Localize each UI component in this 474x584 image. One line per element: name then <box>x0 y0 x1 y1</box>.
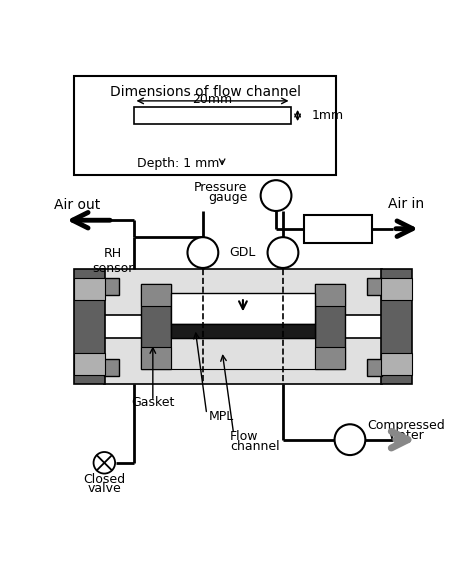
Text: Air out: Air out <box>54 198 100 212</box>
Text: MPL: MPL <box>208 410 234 423</box>
Circle shape <box>335 425 365 455</box>
Circle shape <box>261 180 292 211</box>
Text: 20mm: 20mm <box>192 93 233 106</box>
Bar <box>141 284 171 369</box>
Bar <box>171 338 315 369</box>
Text: valve: valve <box>87 482 121 495</box>
Bar <box>304 215 372 242</box>
Circle shape <box>267 237 298 268</box>
Bar <box>315 284 345 305</box>
Text: Depth: 1 mm: Depth: 1 mm <box>137 157 220 170</box>
Text: water: water <box>388 429 424 442</box>
Bar <box>103 278 119 295</box>
Text: Compressed: Compressed <box>367 419 445 432</box>
Bar <box>381 269 411 384</box>
Text: 1mm: 1mm <box>311 109 344 122</box>
Text: Pressure: Pressure <box>194 182 247 194</box>
Bar <box>381 353 411 375</box>
Circle shape <box>188 237 219 268</box>
Text: channel: channel <box>230 440 280 453</box>
Bar <box>74 353 105 375</box>
Bar <box>103 359 119 376</box>
Text: RH: RH <box>194 246 212 259</box>
Text: Flow: Flow <box>230 430 258 443</box>
Bar <box>74 77 336 175</box>
Text: RH
sensor: RH sensor <box>92 247 134 275</box>
Bar <box>103 338 383 384</box>
Bar <box>367 359 383 376</box>
Text: Closed: Closed <box>83 473 126 486</box>
Circle shape <box>93 452 115 474</box>
Bar <box>74 278 105 300</box>
Bar <box>367 278 383 295</box>
Bar <box>171 324 315 338</box>
Text: P: P <box>346 433 354 447</box>
Bar <box>103 269 383 315</box>
Text: GDL: GDL <box>230 246 256 259</box>
Text: Dimensions of flow channel: Dimensions of flow channel <box>109 85 301 99</box>
Bar <box>381 278 411 300</box>
Bar <box>315 284 345 369</box>
Text: Gasket: Gasket <box>131 396 174 409</box>
Bar <box>141 347 171 369</box>
Bar <box>74 269 105 384</box>
Bar <box>134 107 292 124</box>
Text: gauge: gauge <box>208 190 247 204</box>
Text: RH: RH <box>274 246 292 259</box>
Text: Air in: Air in <box>388 197 424 211</box>
Bar <box>171 293 315 324</box>
Bar <box>315 347 345 369</box>
Bar <box>141 284 171 305</box>
Text: P: P <box>272 189 280 203</box>
Text: MFM: MFM <box>322 222 354 236</box>
